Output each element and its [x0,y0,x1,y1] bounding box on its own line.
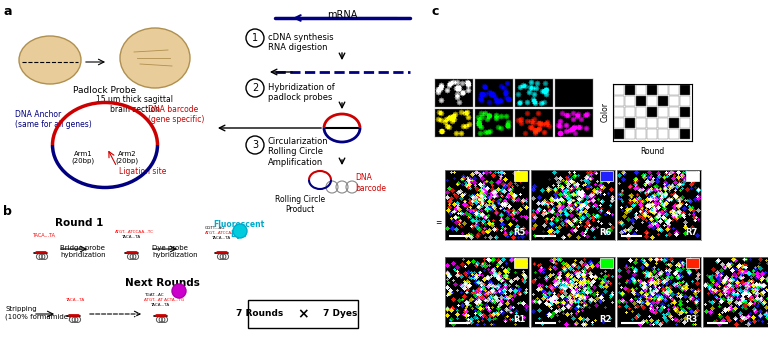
Text: b: b [3,205,12,218]
Text: c: c [432,5,439,18]
Bar [647,96,657,106]
Bar [636,85,646,95]
Bar [669,129,679,139]
Bar [636,118,646,128]
Bar [647,107,657,117]
Text: TACA...TA: TACA...TA [65,298,84,302]
Bar [658,107,668,117]
Text: ATGT...AT ACTA...TG: ATGT...AT ACTA...TG [144,298,184,302]
Text: DNA
barcode: DNA barcode [355,173,386,193]
Text: Circularization
Rolling Circle
Amplification: Circularization Rolling Circle Amplifica… [268,137,329,167]
Ellipse shape [120,28,190,88]
Bar [669,96,679,106]
Bar [614,118,624,128]
Text: DNA Anchor
(same for all genes): DNA Anchor (same for all genes) [15,110,91,129]
Text: R5: R5 [513,228,525,237]
Text: Stripping
(100% formamide): Stripping (100% formamide) [5,306,71,320]
Text: Color: Color [601,102,610,122]
Bar [248,300,358,328]
Ellipse shape [19,36,81,84]
Text: 2: 2 [252,83,258,93]
Text: R1: R1 [513,315,525,324]
Bar [614,85,624,95]
Text: Rolling Circle
Product: Rolling Circle Product [275,195,325,215]
Bar [647,118,657,128]
Bar [680,118,690,128]
Text: Next Rounds: Next Rounds [125,278,200,288]
Text: TGAT...AC: TGAT...AC [144,293,164,297]
Bar [625,96,635,106]
Text: R3: R3 [685,315,697,324]
Text: Padlock Probe: Padlock Probe [74,86,137,95]
Text: R6: R6 [599,228,611,237]
Bar [686,171,700,181]
Bar [680,107,690,117]
Text: = Cplx2 Barcode: = Cplx2 Barcode [436,218,500,227]
Bar [625,107,635,117]
Text: Round: Round [641,147,664,156]
Text: Ligation site: Ligation site [119,167,167,176]
Text: R2: R2 [599,315,611,324]
Text: Bridge probe
hybridization: Bridge probe hybridization [60,245,106,258]
Circle shape [246,136,264,154]
Bar [658,96,668,106]
Bar [658,118,668,128]
Text: 3: 3 [252,140,258,150]
Text: cDNA synthesis
RNA digestion: cDNA synthesis RNA digestion [268,33,333,52]
Text: TACA...TA: TACA...TA [150,303,169,307]
Bar [636,129,646,139]
Bar [514,171,528,181]
Bar [647,129,657,139]
Bar [680,96,690,106]
Text: Hybridization of
padlock probes: Hybridization of padlock probes [268,83,335,102]
Text: ATGT...ATCCAA...TC: ATGT...ATCCAA...TC [115,230,154,234]
Bar [625,129,635,139]
Text: R7: R7 [685,228,697,237]
Bar [658,129,668,139]
Text: ATGT...ATCCAA...TC: ATGT...ATCCAA...TC [205,231,244,235]
Text: Round 1: Round 1 [55,218,104,228]
Bar [625,118,635,128]
Bar [614,96,624,106]
Bar [686,258,700,268]
Bar [680,85,690,95]
Circle shape [246,29,264,47]
Text: Arm1
(20bp): Arm1 (20bp) [71,151,94,165]
Circle shape [233,224,247,238]
Bar [658,85,668,95]
Bar [600,258,614,268]
Text: mRNA: mRNA [327,10,357,20]
Text: a: a [3,5,12,18]
Bar [636,96,646,106]
Bar [669,107,679,117]
Text: Arm2
(20bp): Arm2 (20bp) [115,151,138,165]
Text: TACA...TA: TACA...TA [211,236,230,240]
Bar [600,171,614,181]
Bar [514,258,528,268]
Text: GGTT...AG: GGTT...AG [205,226,226,230]
Bar [680,129,690,139]
Bar [669,118,679,128]
Bar [614,129,624,139]
Text: 7 Dyes: 7 Dyes [323,310,357,318]
Circle shape [246,79,264,97]
Text: Dye probe
hybridization: Dye probe hybridization [152,245,197,258]
Text: TACA...TA: TACA...TA [121,235,141,239]
Text: ×: × [297,307,309,321]
Text: Fluorescent
Dye: Fluorescent Dye [214,220,265,240]
Bar [614,107,624,117]
Text: TACA...TA: TACA...TA [32,233,55,238]
Text: 1: 1 [252,33,258,43]
Bar [669,85,679,95]
Bar [636,107,646,117]
Text: 15 μm thick sagittal
brain section: 15 μm thick sagittal brain section [97,95,174,114]
Text: 7 Rounds: 7 Rounds [236,310,283,318]
Bar [625,85,635,95]
Bar [647,85,657,95]
Text: DNA barcode
(gene specific): DNA barcode (gene specific) [148,105,204,124]
Circle shape [172,284,186,298]
